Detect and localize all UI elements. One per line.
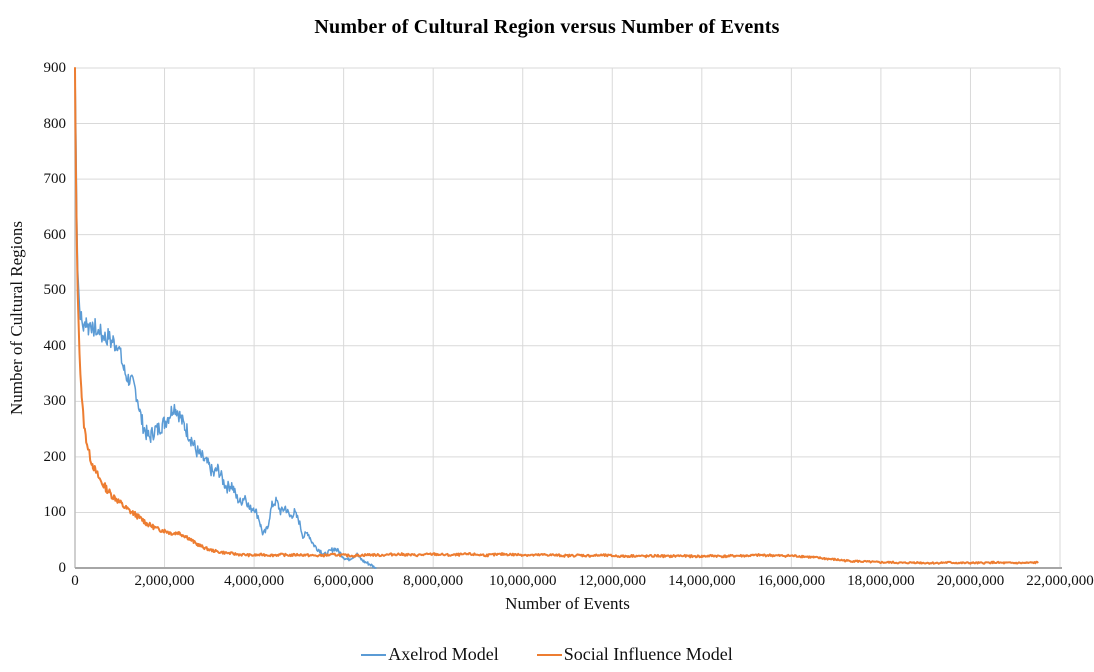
plot-svg: [74, 67, 1062, 569]
y-tick-label: 900: [43, 60, 67, 76]
y-tick-label: 500: [43, 282, 67, 299]
legend-label: Axelrod Model: [388, 644, 499, 664]
chart-title: Number of Cultural Region versus Number …: [314, 16, 780, 38]
x-tick-label: 8,000,000: [403, 573, 464, 589]
x-axis-title: Number of Events: [505, 594, 630, 613]
x-tick-label: 16,000,000: [757, 573, 826, 589]
series-line-social-influence-model: [74, 67, 1039, 565]
legend-label: Social Influence Model: [563, 644, 733, 664]
x-tick-label: 0: [71, 573, 79, 589]
x-tick-label: 10,000,000: [488, 573, 557, 589]
axes-layer: [74, 68, 1062, 569]
legend-item-social-influence-model: Social Influence Model: [536, 644, 733, 665]
x-tick-label: 18,000,000: [847, 573, 915, 589]
legend-line-swatch: [361, 653, 387, 656]
y-tick-label: 200: [43, 448, 67, 465]
y-tick-label: 600: [43, 226, 67, 243]
x-tick-label: 20,000,000: [936, 573, 1005, 589]
x-tick-label: 2,000,000: [134, 573, 195, 589]
legend-line-swatch: [536, 653, 562, 656]
grid-layer: [75, 67, 1061, 568]
x-tick-label: 22,000,000: [1026, 573, 1094, 589]
y-tick-label: 100: [43, 504, 67, 521]
x-tick-label: 4,000,000: [224, 573, 285, 589]
x-tick-label: 6,000,000: [313, 573, 374, 589]
y-tick-label: 800: [43, 115, 67, 132]
x-tick-label: 14,000,000: [668, 573, 736, 589]
x-tick-label: 12,000,000: [578, 573, 647, 589]
y-axis-title: Number of Cultural Regions: [7, 220, 26, 416]
y-tick-label: 400: [43, 337, 67, 354]
legend-item-axelrod-model: Axelrod Model: [361, 644, 499, 665]
y-tick-label: 700: [43, 171, 67, 188]
legend: Axelrod Model Social Influence Model: [0, 644, 1094, 665]
series-layer: [74, 67, 1039, 569]
series-line-axelrod-model: [74, 67, 377, 569]
y-tick-label: 300: [43, 393, 67, 410]
y-tick-label: 0: [58, 560, 67, 576]
